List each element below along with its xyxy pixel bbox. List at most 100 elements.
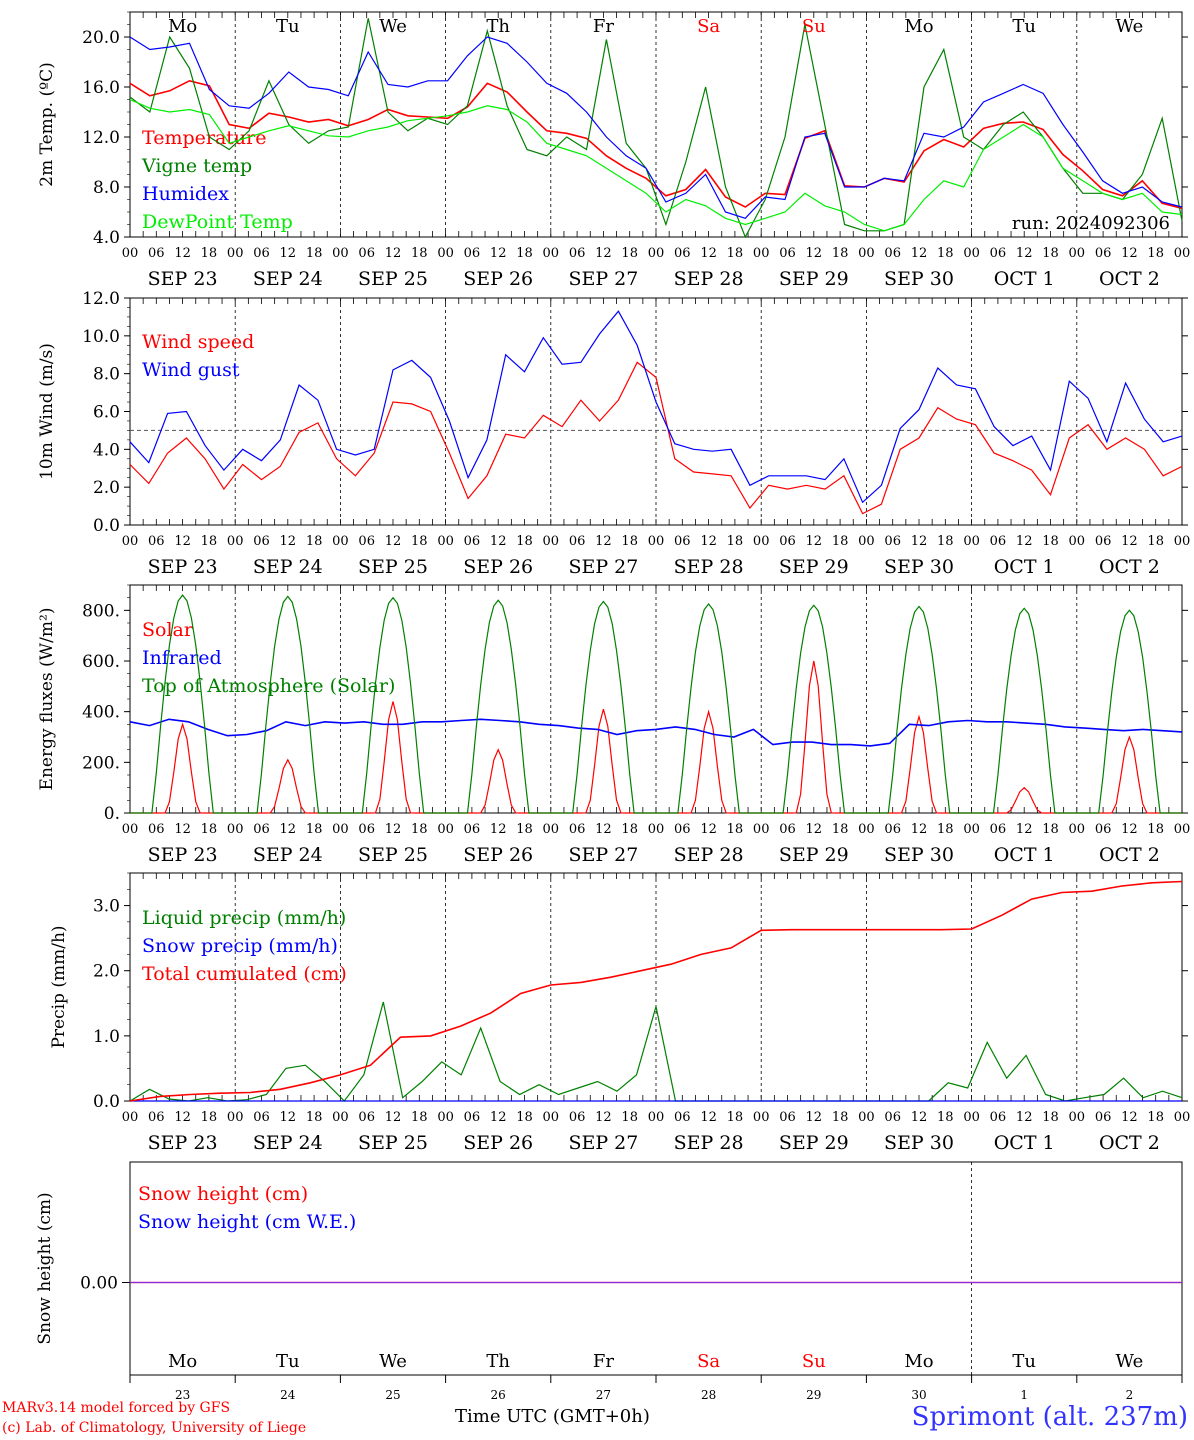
hour-tick-label: 18	[411, 534, 428, 549]
date-label: SEP 27	[568, 556, 638, 578]
y-tick-label: 16.0	[82, 78, 120, 98]
day-name: Fr	[593, 16, 614, 37]
hour-tick-label: 06	[1095, 822, 1112, 837]
day-name: We	[1116, 1351, 1144, 1372]
date-label: OCT 2	[1099, 268, 1160, 290]
hour-tick-label: 12	[1121, 534, 1138, 549]
y-axis-label: Precip (mm/h)	[49, 925, 69, 1048]
day-name: Th	[486, 1351, 510, 1372]
hour-tick-label: 06	[569, 534, 586, 549]
panel-snow: Snow height (cm) Snow height (cm) Snow hei…	[35, 1161, 1183, 1402]
series-line-wind-gust	[129, 310, 1183, 504]
hour-tick-label: 12	[1121, 1110, 1138, 1125]
hour-tick-label: 00	[963, 246, 980, 261]
hour-tick-label: 12	[700, 534, 717, 549]
date-label: SEP 24	[253, 844, 323, 866]
hour-tick-label: 06	[464, 1110, 481, 1125]
hour-tick-label: 00	[1174, 534, 1191, 549]
hour-tick-label: 06	[253, 246, 270, 261]
hour-tick-label: 18	[727, 534, 744, 549]
hour-tick-label: 00	[1174, 1110, 1191, 1125]
date-number: 25	[385, 1388, 400, 1402]
date-label: SEP 24	[253, 268, 323, 290]
date-number: 2	[1126, 1388, 1134, 1402]
hour-tick-label: 00	[122, 246, 139, 261]
hour-tick-label: 00	[332, 822, 349, 837]
hour-tick-label: 06	[148, 1110, 165, 1125]
date-number: 1	[1020, 1388, 1028, 1402]
hour-tick-label: 00	[648, 534, 665, 549]
hour-tick-label: 06	[1095, 1110, 1112, 1125]
hour-tick-label: 00	[543, 822, 560, 837]
date-label: SEP 25	[358, 556, 428, 578]
day-name: Sa	[697, 1351, 720, 1372]
y-axis-label: Snow height (cm)	[35, 1192, 55, 1344]
hour-tick-label: 12	[911, 822, 928, 837]
date-label: SEP 29	[779, 268, 849, 290]
y-axis-label: 10m Wind (m/s)	[37, 343, 57, 480]
hour-tick-label: 18	[1147, 534, 1164, 549]
hour-tick-label: 18	[832, 822, 849, 837]
legend-entry: Top of Atmosphere (Solar)	[142, 675, 395, 697]
hour-tick-label: 00	[963, 822, 980, 837]
hour-tick-label: 06	[253, 822, 270, 837]
date-label: SEP 28	[674, 1132, 744, 1154]
hour-tick-label: 06	[569, 822, 586, 837]
hour-tick-label: 00	[227, 1110, 244, 1125]
model-credit: MARv3.14 model forced by GFS	[2, 1400, 231, 1416]
day-name: We	[379, 16, 407, 37]
date-label: SEP 25	[358, 1132, 428, 1154]
date-label: SEP 26	[463, 556, 533, 578]
day-name: Mo	[904, 16, 933, 37]
hour-tick-label: 18	[937, 1110, 954, 1125]
y-tick-label: 400.	[82, 703, 120, 723]
series-line-total-cumulated-cm-	[129, 880, 1183, 1102]
hour-tick-label: 18	[306, 534, 323, 549]
hour-tick-label: 00	[648, 1110, 665, 1125]
hour-tick-label: 18	[832, 246, 849, 261]
hour-tick-label: 18	[727, 822, 744, 837]
hour-tick-label: 00	[1069, 1110, 1086, 1125]
day-name: Su	[802, 1351, 826, 1372]
date-label: SEP 30	[884, 556, 954, 578]
hour-tick-label: 06	[990, 246, 1007, 261]
day-name: Su	[802, 16, 826, 37]
legend-entry: Vigne temp	[141, 155, 252, 177]
hour-tick-label: 18	[411, 822, 428, 837]
hour-tick-label: 18	[1042, 534, 1059, 549]
y-tick-label: 200.	[82, 753, 120, 773]
y-tick-label: 2.0	[93, 478, 120, 498]
y-tick-label: 4.0	[93, 228, 120, 248]
hour-tick-label: 00	[1174, 246, 1191, 261]
hour-tick-label: 12	[1016, 534, 1033, 549]
hour-tick-label: 18	[621, 822, 638, 837]
y-tick-label: 600.	[82, 652, 120, 672]
hour-tick-label: 00	[648, 246, 665, 261]
hour-tick-label: 06	[569, 246, 586, 261]
hour-tick-label: 06	[253, 534, 270, 549]
y-axis-label: 2m Temp. (ºC)	[37, 62, 57, 187]
hour-tick-label: 12	[911, 534, 928, 549]
hour-tick-label: 00	[1174, 822, 1191, 837]
hour-tick-label: 18	[1042, 246, 1059, 261]
date-label: SEP 23	[148, 268, 218, 290]
y-tick-label: 0.00	[80, 1274, 118, 1294]
hour-tick-label: 12	[490, 822, 507, 837]
hour-tick-label: 18	[516, 822, 533, 837]
legend-entry: Solar	[142, 619, 194, 641]
hour-tick-label: 12	[280, 822, 297, 837]
y-tick-label: 800.	[82, 601, 120, 621]
hour-tick-label: 06	[358, 534, 375, 549]
hour-tick-label: 06	[674, 1110, 691, 1125]
time-axis-label: Time UTC (GMT+0h)	[455, 1406, 650, 1427]
hour-tick-label: 18	[1147, 1110, 1164, 1125]
series-line-liquid-precip-mm-h-	[129, 1001, 1183, 1102]
legend-entry: DewPoint Temp	[142, 211, 293, 233]
hour-tick-label: 12	[595, 1110, 612, 1125]
date-label: SEP 27	[568, 1132, 638, 1154]
hour-tick-label: 00	[963, 1110, 980, 1125]
hour-tick-label: 12	[174, 246, 191, 261]
hour-tick-label: 18	[621, 534, 638, 549]
hour-tick-label: 00	[437, 246, 454, 261]
